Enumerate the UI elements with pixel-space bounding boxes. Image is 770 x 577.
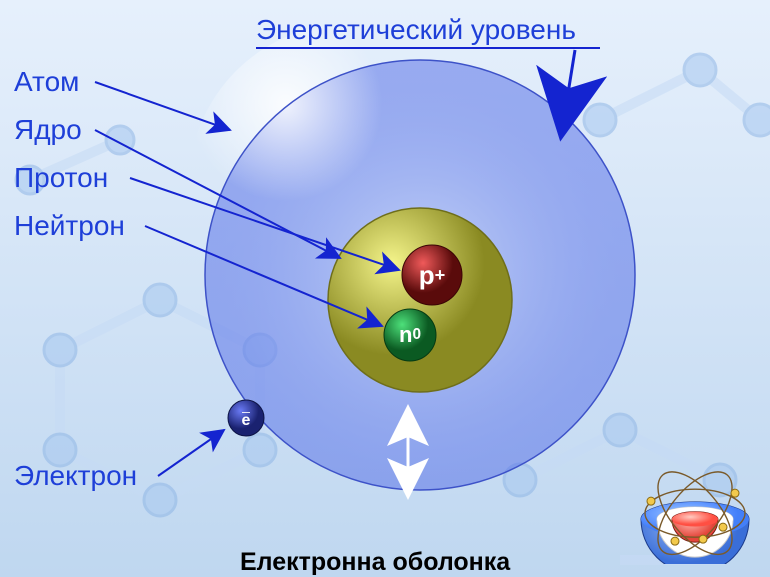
label-neutron: Нейтрон: [14, 210, 125, 242]
label-energy-level: Энергетический уровень: [256, 14, 576, 46]
diagram-stage: Энергетический уровень Атом Ядро Протон …: [0, 0, 770, 577]
electron-label: —e: [228, 400, 264, 436]
corner-atom-cutaway: [632, 446, 758, 564]
label-shell: Електронна оболонка: [240, 548, 510, 577]
proton-label: p+: [402, 245, 462, 305]
label-atom: Атом: [14, 66, 79, 98]
label-electron: Электрон: [14, 460, 137, 492]
neutron-label: n0: [384, 309, 436, 361]
label-proton: Протон: [14, 162, 108, 194]
label-nucleus: Ядро: [14, 114, 82, 146]
